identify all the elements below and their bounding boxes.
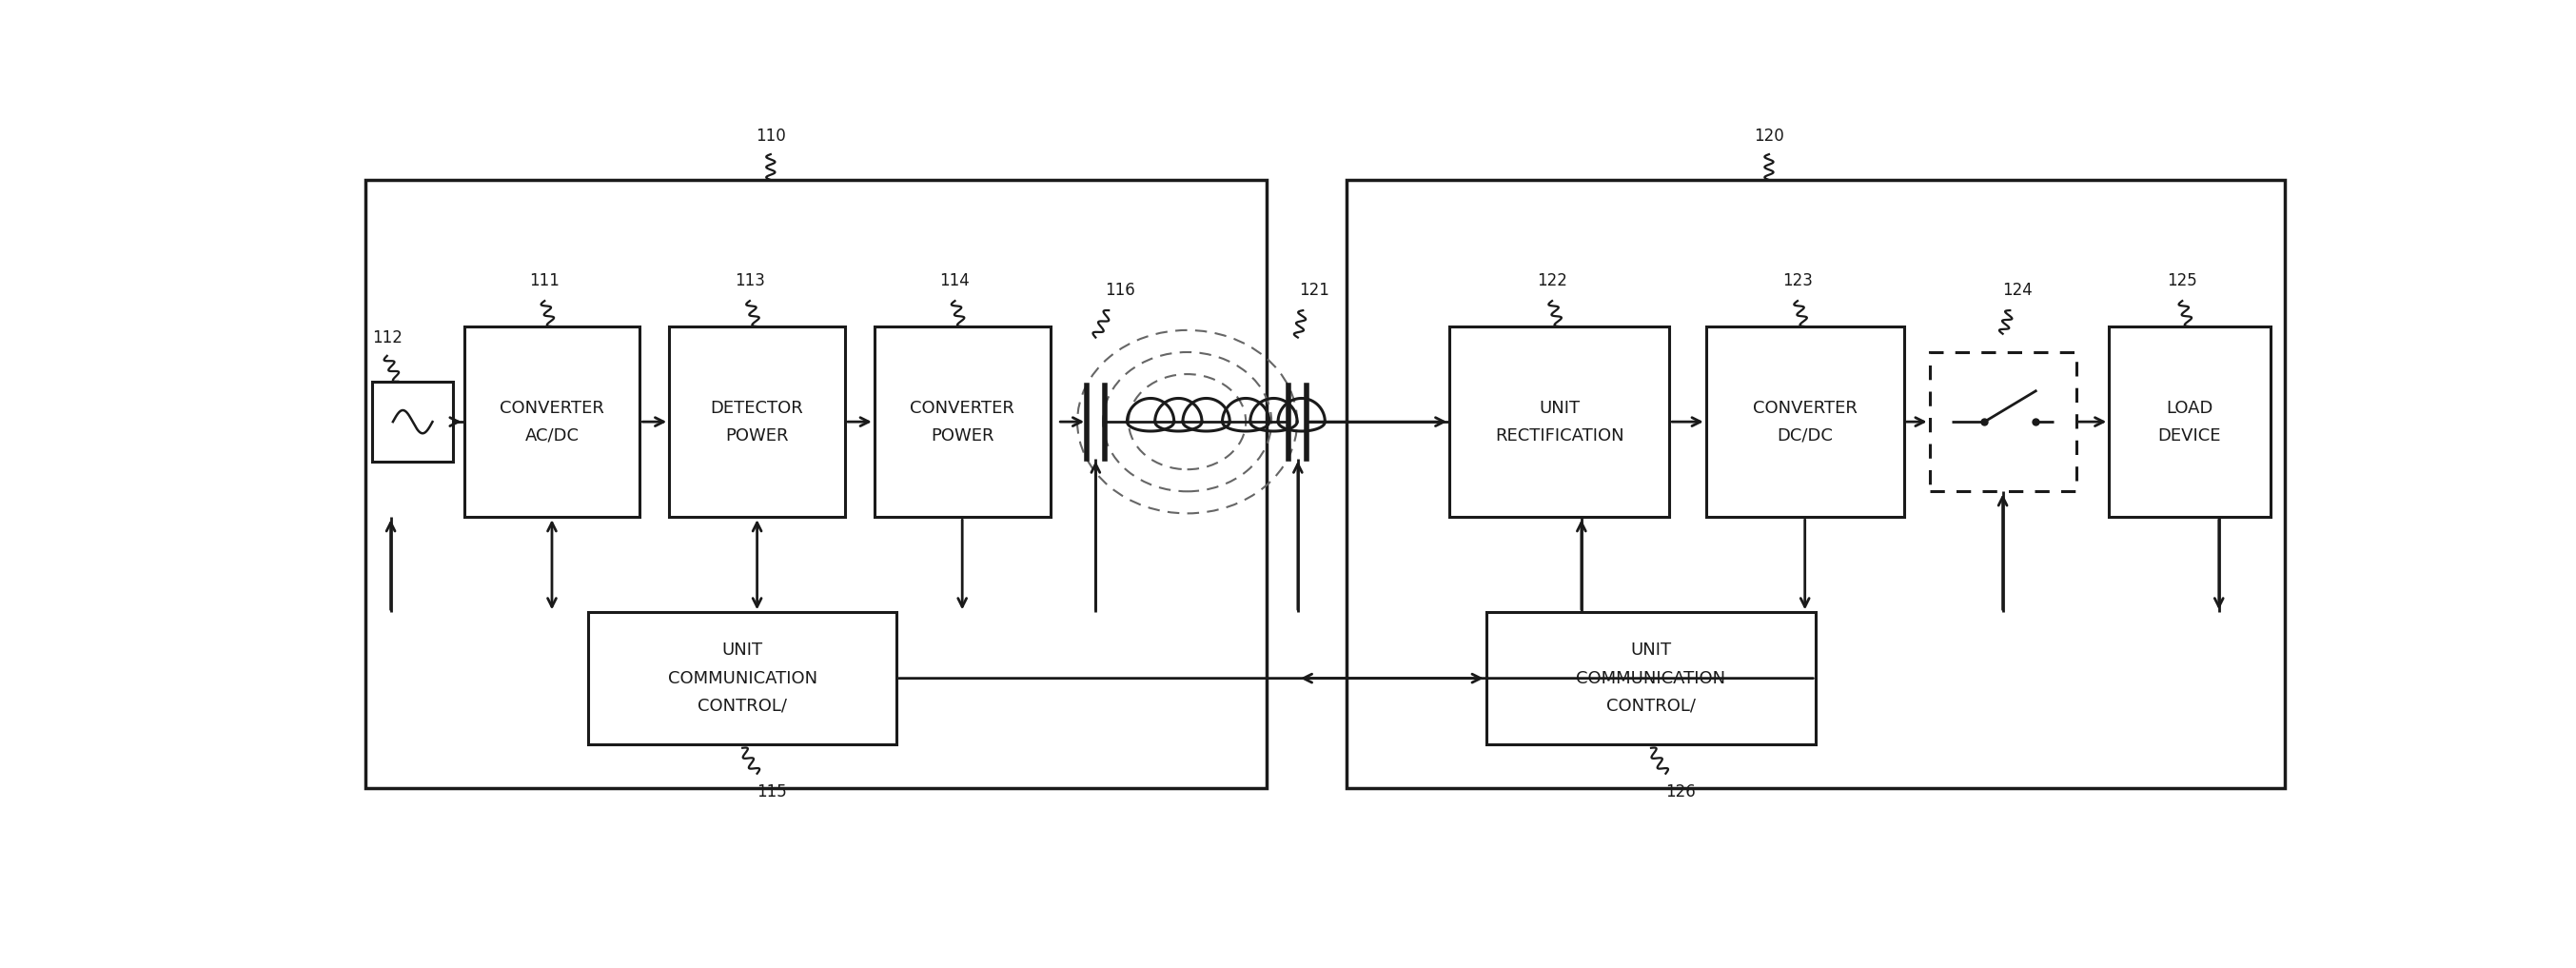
Bar [1347, 180, 2285, 788]
Bar [2110, 326, 2269, 517]
Text: AC/DC: AC/DC [526, 427, 580, 444]
Bar [1486, 613, 1816, 744]
Text: CONVERTER: CONVERTER [500, 399, 605, 416]
Bar [374, 381, 453, 462]
Bar [366, 180, 1267, 788]
Bar [464, 326, 639, 517]
Text: COMMUNICATION: COMMUNICATION [667, 670, 817, 687]
Text: UNIT: UNIT [721, 642, 762, 659]
Text: DC/DC: DC/DC [1777, 427, 1834, 444]
Text: 124: 124 [2002, 282, 2032, 298]
Bar [873, 326, 1051, 517]
Bar [1450, 326, 1669, 517]
Text: 110: 110 [755, 128, 786, 144]
Text: POWER: POWER [726, 427, 788, 444]
Text: 113: 113 [734, 273, 765, 289]
Text: DETECTOR: DETECTOR [711, 399, 804, 416]
Text: 111: 111 [531, 273, 559, 289]
Bar [1929, 352, 2076, 492]
Text: 115: 115 [757, 783, 786, 801]
Text: POWER: POWER [930, 427, 994, 444]
Text: CONVERTER: CONVERTER [1752, 399, 1857, 416]
Text: CONVERTER: CONVERTER [909, 399, 1015, 416]
Text: UNIT: UNIT [1538, 399, 1579, 416]
Bar [670, 326, 845, 517]
Text: 116: 116 [1105, 282, 1136, 298]
Bar [1705, 326, 1904, 517]
Text: RECTIFICATION: RECTIFICATION [1494, 427, 1623, 444]
Text: UNIT: UNIT [1631, 642, 1672, 659]
Text: 126: 126 [1664, 783, 1695, 801]
Text: LOAD: LOAD [2166, 399, 2213, 416]
Text: 123: 123 [1783, 273, 1814, 289]
Text: 122: 122 [1538, 273, 1566, 289]
Text: 121: 121 [1298, 282, 1329, 298]
Text: DEVICE: DEVICE [2159, 427, 2221, 444]
Text: 112: 112 [371, 329, 402, 347]
Text: 114: 114 [940, 273, 971, 289]
Text: 125: 125 [2166, 273, 2197, 289]
Text: CONTROL/: CONTROL/ [698, 698, 788, 714]
Text: 120: 120 [1754, 128, 1785, 144]
Text: COMMUNICATION: COMMUNICATION [1577, 670, 1726, 687]
Text: CONTROL/: CONTROL/ [1607, 698, 1695, 714]
Bar [587, 613, 896, 744]
